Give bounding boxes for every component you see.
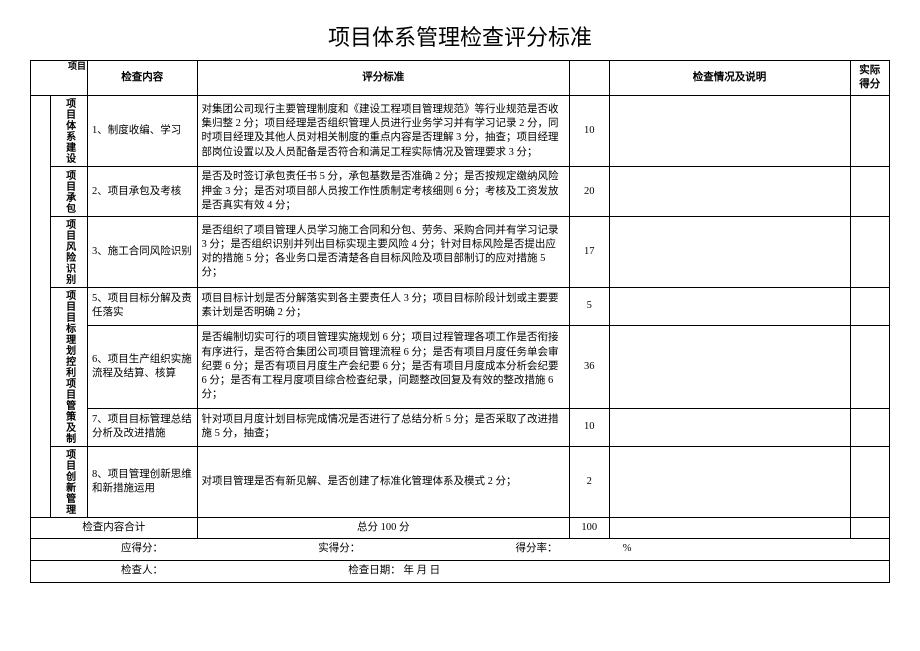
- table-row: 项目体系建设 1、制度收编、学习 对集团公司现行主要管理制度和《建设工程项目管理…: [31, 96, 890, 167]
- category-cell: 项目体系建设: [50, 96, 87, 167]
- actual-score-cell: [850, 325, 889, 408]
- standard-cell: 针对项目月度计划目标完成情况是否进行了总结分析 5 分；是否采取了改进措施 5 …: [197, 409, 570, 447]
- header-actual: 实际得分: [850, 61, 889, 96]
- actual-score-cell: [850, 446, 889, 517]
- pct-symbol: %: [623, 543, 632, 554]
- content-cell: 3、施工合同风险识别: [87, 216, 197, 287]
- actual-score-cell: [850, 216, 889, 287]
- footer-sign-row: 检查人： 检查日期： 年 月 日: [31, 561, 890, 583]
- should-score-label: 应得分：: [121, 543, 163, 554]
- max-score-cell: 36: [570, 325, 609, 408]
- remark-cell: [609, 409, 850, 447]
- check-date-label: 检查日期： 年 月 日: [348, 565, 440, 576]
- table-row: 项目风险识别 3、施工合同风险识别 是否组织了项目管理人员学习施工合同和分包、劳…: [31, 216, 890, 287]
- totals-max: 100: [570, 517, 609, 538]
- remark-cell: [609, 96, 850, 167]
- actual-score-cell: [850, 96, 889, 167]
- table-row: 6、项目生产组织实施流程及结算、核算 是否编制切实可行的项目管理实施规划 6 分…: [31, 325, 890, 408]
- remark-cell: [609, 446, 850, 517]
- header-content: 检查内容: [87, 61, 197, 96]
- category-cell: 项目承包: [50, 167, 87, 217]
- content-cell: 1、制度收编、学习: [87, 96, 197, 167]
- max-score-cell: 2: [570, 446, 609, 517]
- totals-actual: [850, 517, 889, 538]
- page-title: 项目体系管理检查评分标准: [30, 20, 890, 52]
- scoring-table: 项目 检查内容 评分标准 检查情况及说明 实际得分 项目体系建设 1、制度收编、…: [30, 60, 890, 583]
- content-cell: 6、项目生产组织实施流程及结算、核算: [87, 325, 197, 408]
- standard-cell: 项目目标计划是否分解落实到各主要责任人 3 分；项目目标阶段计划或主要要素计划是…: [197, 287, 570, 325]
- actual-score-label: 实得分：: [318, 543, 360, 554]
- footer-score-row: 应得分： 实得分： 得分率： %: [31, 539, 890, 561]
- category-cell: 项目目标理划控利项目管策及制: [50, 287, 87, 446]
- category-cell: 项目创新管理: [50, 446, 87, 517]
- rate-label: 得分率：: [516, 543, 558, 554]
- max-score-cell: 20: [570, 167, 609, 217]
- max-score-cell: 5: [570, 287, 609, 325]
- header-corner: 项目: [31, 61, 88, 96]
- actual-score-cell: [850, 409, 889, 447]
- table-row: 项目创新管理 8、项目管理创新思维和新措施运用 对项目管理是否有新见解、是否创建…: [31, 446, 890, 517]
- standard-cell: 对项目管理是否有新见解、是否创建了标准化管理体系及模式 2 分；: [197, 446, 570, 517]
- remark-cell: [609, 287, 850, 325]
- standard-cell: 是否组织了项目管理人员学习施工合同和分包、劳务、采购合同并有学习记录 3 分；是…: [197, 216, 570, 287]
- max-score-cell: 17: [570, 216, 609, 287]
- checker-label: 检查人：: [121, 565, 163, 576]
- table-row: 项目目标理划控利项目管策及制 5、项目目标分解及责任落实 项目目标计划是否分解落…: [31, 287, 890, 325]
- remark-cell: [609, 216, 850, 287]
- actual-score-cell: [850, 167, 889, 217]
- totals-row: 检查内容合计 总分 100 分 100: [31, 517, 890, 538]
- content-cell: 8、项目管理创新思维和新措施运用: [87, 446, 197, 517]
- max-score-cell: 10: [570, 409, 609, 447]
- table-row: 7、项目目标管理总结分析及改进措施 针对项目月度计划目标完成情况是否进行了总结分…: [31, 409, 890, 447]
- content-cell: 7、项目目标管理总结分析及改进措施: [87, 409, 197, 447]
- totals-label: 检查内容合计: [31, 517, 198, 538]
- left-spacer: [31, 96, 51, 518]
- actual-score-cell: [850, 287, 889, 325]
- header-remark: 检查情况及说明: [609, 61, 850, 96]
- remark-cell: [609, 325, 850, 408]
- remark-cell: [609, 167, 850, 217]
- max-score-cell: 10: [570, 96, 609, 167]
- standard-cell: 是否及时签订承包责任书 5 分，承包基数是否准确 2 分；是否按规定缴纳风险押金…: [197, 167, 570, 217]
- footer-score-cell: 应得分： 实得分： 得分率： %: [31, 539, 890, 561]
- footer-sign-cell: 检查人： 检查日期： 年 月 日: [31, 561, 890, 583]
- category-cell: 项目风险识别: [50, 216, 87, 287]
- standard-cell: 是否编制切实可行的项目管理实施规划 6 分；项目过程管理各项工作是否衔接有序进行…: [197, 325, 570, 408]
- standard-cell: 对集团公司现行主要管理制度和《建设工程项目管理规范》等行业规范是否收集归整 2 …: [197, 96, 570, 167]
- totals-standard: 总分 100 分: [197, 517, 570, 538]
- totals-remark: [609, 517, 850, 538]
- table-row: 项目承包 2、项目承包及考核 是否及时签订承包责任书 5 分，承包基数是否准确 …: [31, 167, 890, 217]
- content-cell: 2、项目承包及考核: [87, 167, 197, 217]
- content-cell: 5、项目目标分解及责任落实: [87, 287, 197, 325]
- table-header-row: 项目 检查内容 评分标准 检查情况及说明 实际得分: [31, 61, 890, 96]
- header-max: [570, 61, 609, 96]
- header-standard: 评分标准: [197, 61, 570, 96]
